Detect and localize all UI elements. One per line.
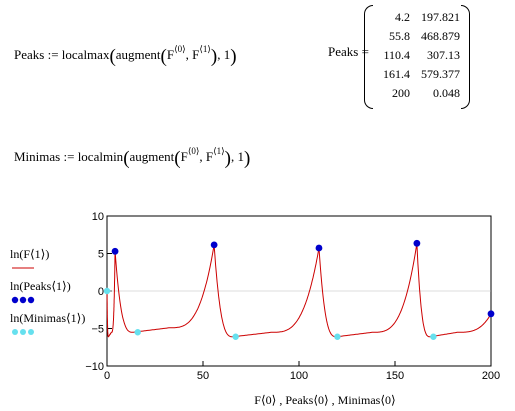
paren-close: ) [230,46,237,67]
localmax-fn: localmax [61,47,110,62]
paren-open: ( [123,148,130,169]
legend-swatch-peaks [11,296,19,304]
y-tick-label: 5 [98,249,104,261]
minimas-lhs: Minimas [14,149,61,164]
augment-fn: augment [129,149,175,164]
paren-open: ( [109,46,116,67]
paren-close: ) [243,148,251,169]
define-operator: := [63,149,75,164]
legend-swatch-minimas [12,329,18,335]
matrix-cell: 579.377 [421,67,460,81]
matrix-row: 161.4 579.377 [364,67,470,82]
x-tick-label: 150 [386,370,404,382]
matrix-cell: 307.13 [427,48,460,62]
arg1: F [205,149,214,164]
x-tick-label: 0 [104,370,110,382]
augment-fn: augment [115,47,161,62]
minimum-point [232,333,239,340]
arg0-sup: ⟨0⟩ [187,146,200,156]
paren-close: ) [210,46,218,67]
minimum-point [134,329,141,336]
minimas-definition[interactable]: Minimas := localmin(augment(F⟨0⟩, F⟨1⟩),… [14,146,251,169]
curve-line [106,243,492,338]
paren-open: ( [174,148,181,169]
legend-swatch-minimas [20,329,26,335]
tail: , 1 [230,149,244,164]
matrix-cell: 110.4 [383,48,410,62]
peaks-result-label[interactable]: Peaks = [328,44,369,60]
arg1: F [192,47,200,62]
peak-point [315,244,323,252]
matrix-row: 4.2 197.821 [364,10,470,25]
x-tick-label: 50 [197,370,209,382]
legend-item-minimas: ln(Minimas⟨1⟩) [10,311,85,326]
peak-point [210,241,218,249]
y-tick-label: −10 [85,361,104,373]
matrix-row: 55.8 468.879 [364,29,470,44]
paren-open: ( [160,46,167,67]
arg0: F [166,47,175,62]
matrix-cell: 55.8 [389,29,410,43]
peaks-result-lhs: Peaks [328,44,359,59]
matrix-cell: 161.4 [383,67,410,81]
matrix-cell: 4.2 [395,10,410,24]
legend-swatch-peaks [19,296,27,304]
x-tick-label: 100 [290,370,308,382]
peak-point [111,247,119,255]
matrix-row: 110.4 307.13 [364,48,470,63]
matrix-cell: 0.048 [433,86,460,100]
y-tick-label: −5 [91,324,104,336]
legend-swatch-peaks [27,296,35,304]
paren-close: ) [224,148,231,169]
localmin-fn: localmin [77,149,124,164]
peaks-lhs: Peaks [14,47,45,62]
legend-label: ln(Peaks⟨1⟩) [10,279,71,293]
legend-label: ln(Minimas⟨1⟩) [10,311,86,325]
matrix-row: 200 0.048 [364,86,470,101]
peak-point [487,310,495,318]
x-axis-label: F⟨0⟩ , Peaks⟨0⟩ , Minimas⟨0⟩ [254,393,395,407]
legend-item-curve: ln(F⟨1⟩) [10,247,49,262]
legend-swatch-minimas [28,329,34,335]
equals-operator: = [361,44,369,59]
peaks-definition[interactable]: Peaks := localmax(augment(F⟨0⟩, F⟨1⟩), 1… [14,44,237,67]
arg1-sup: ⟨1⟩ [213,146,225,156]
x-tick-label: 200 [482,370,500,382]
legend-item-peaks: ln(Peaks⟨1⟩) [10,279,71,294]
arg0-sup: ⟨0⟩ [174,44,186,54]
matrix-cell: 200 [392,86,410,100]
matrix-cell: 468.879 [421,29,460,43]
arg1-sup: ⟨1⟩ [199,44,211,54]
matrix-cell: 197.821 [421,10,460,24]
legend-label: ln(F⟨1⟩) [10,247,50,261]
define-operator: := [47,47,59,62]
peak-point [413,239,421,247]
y-tick-label: 10 [92,211,104,223]
minimum-point [430,333,437,340]
y-tick-label: 0 [98,286,104,298]
minimum-point [334,333,341,340]
arg0: F [180,149,188,164]
tail: , 1 [217,47,231,62]
minimum-point [103,287,111,295]
